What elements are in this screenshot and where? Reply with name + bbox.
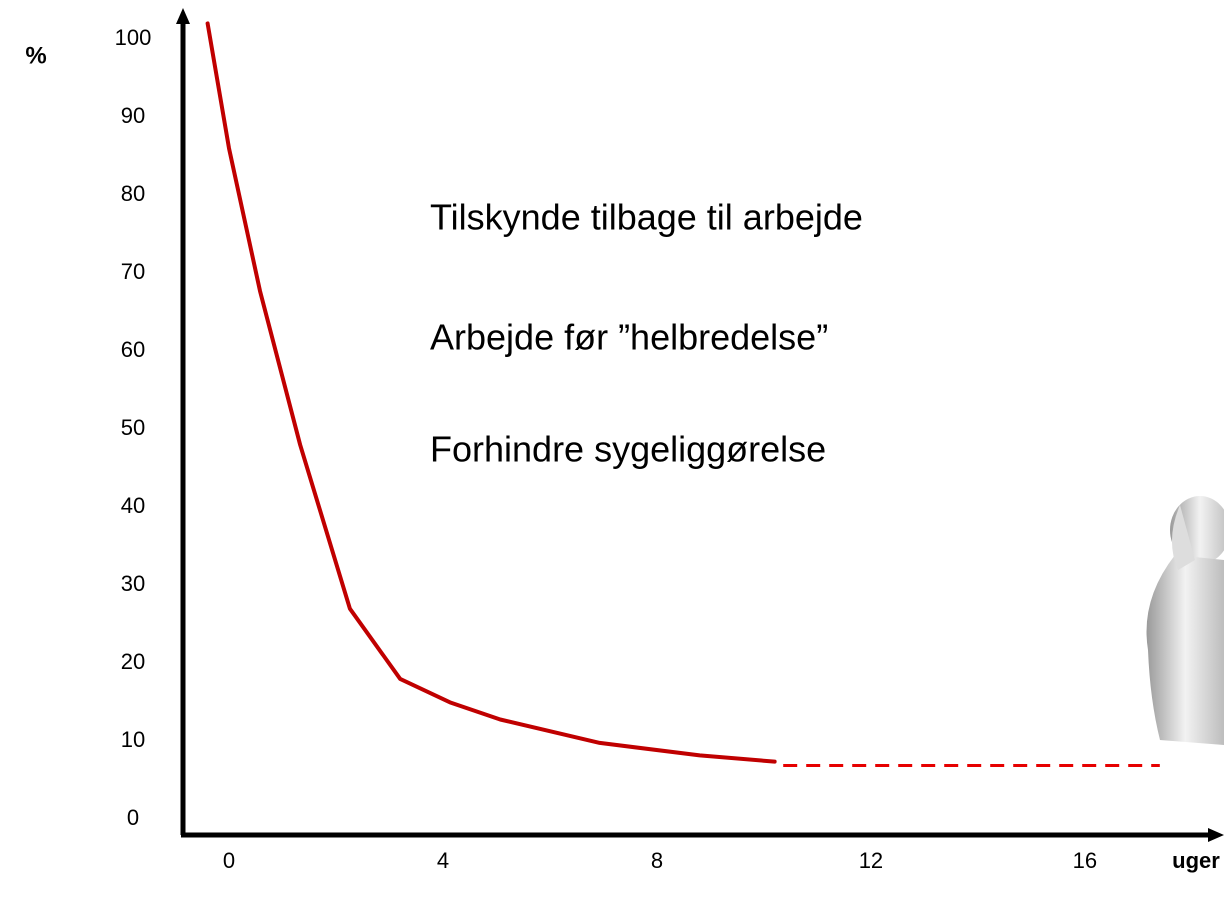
- line-series: [205, 21, 777, 764]
- y-tick-label: 40: [121, 493, 145, 518]
- annotation: Arbejde før ”helbredelse”: [430, 317, 828, 358]
- y-axis-arrow: [176, 8, 190, 24]
- y-tick-label: 20: [121, 649, 145, 674]
- y-tick-label: 30: [121, 571, 145, 596]
- annotation: Tilskynde tilbage til arbejde: [430, 197, 863, 238]
- y-tick-label: 90: [121, 103, 145, 128]
- x-tick-label: 16: [1073, 848, 1097, 873]
- y-tick-label: 100: [115, 25, 152, 50]
- y-tick-label: 0: [127, 805, 139, 830]
- x-axis-arrow: [1208, 828, 1224, 842]
- y-axis-label: %: [25, 42, 46, 69]
- y-tick-label: 10: [121, 727, 145, 752]
- y-tick-label: 60: [121, 337, 145, 362]
- plot: 0 10 20 30 40 50 60 70 80 90 100 0 4 8 12 16: [115, 21, 1160, 873]
- y-tick-label: 80: [121, 181, 145, 206]
- y-tick-label: 70: [121, 259, 145, 284]
- x-tick-label: 4: [437, 848, 449, 873]
- x-tick-label: 12: [859, 848, 883, 873]
- x-tick-label: 8: [651, 848, 663, 873]
- x-tick-label: 0: [223, 848, 235, 873]
- x-axis-label: uger: [1172, 848, 1220, 873]
- annotation: Forhindre sygeliggørelse: [430, 429, 826, 470]
- person-figure: [1146, 496, 1224, 745]
- y-tick-label: 50: [121, 415, 145, 440]
